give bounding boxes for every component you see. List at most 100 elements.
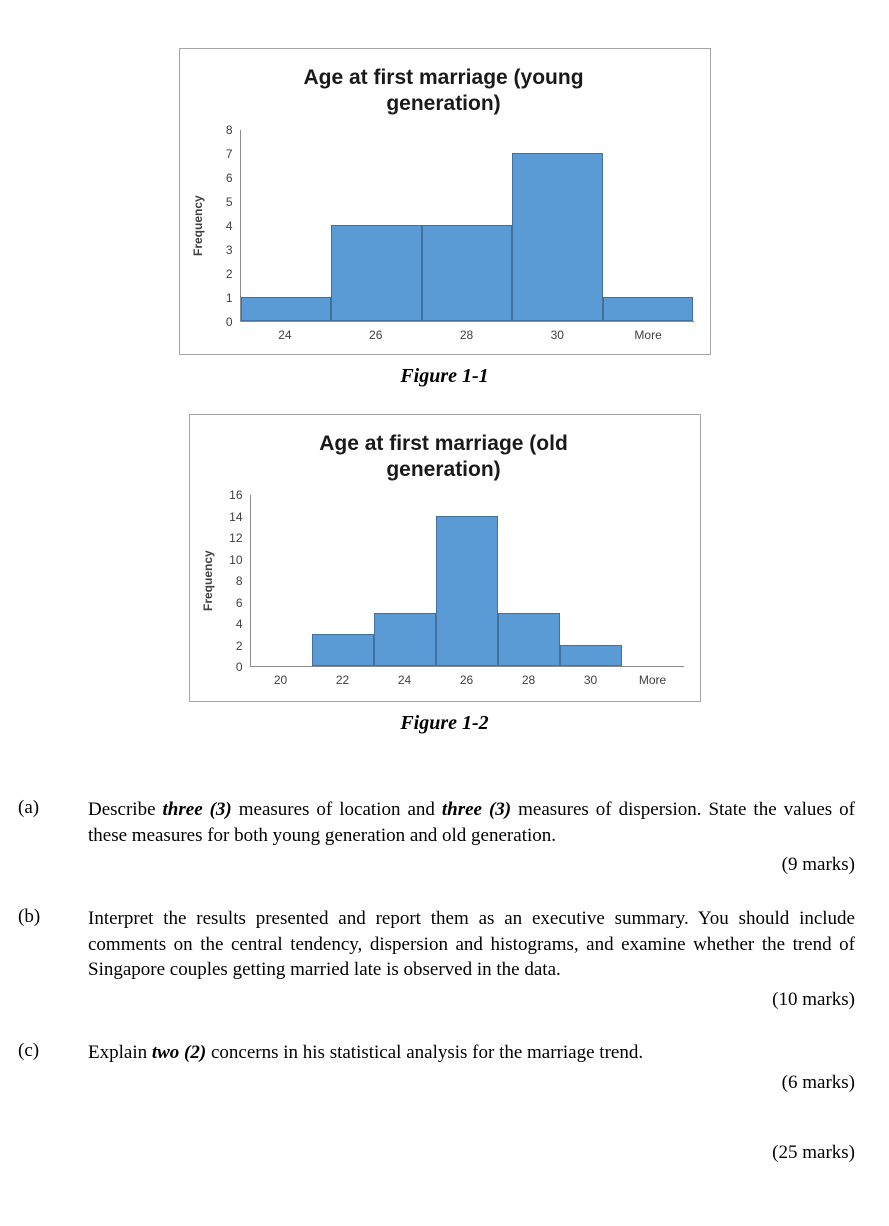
total-marks: (25 marks) <box>772 1141 855 1163</box>
bar-slot <box>421 130 513 321</box>
x-tick-label: 26 <box>459 673 474 687</box>
bar-More <box>602 296 694 321</box>
bar-30 <box>512 153 603 321</box>
text-run: measures of location and <box>231 799 442 820</box>
chart-title-young: Age at first marriage (young generation) <box>188 65 700 118</box>
bar-30 <box>559 644 622 666</box>
question-text: Interpret the results presented and repo… <box>88 906 855 983</box>
chart-frame-old: Age at first marriage (old generation) F… <box>188 413 701 702</box>
bar-slot <box>240 130 332 321</box>
x-tick-label: 22 <box>335 673 350 687</box>
bar-slot <box>331 130 422 321</box>
y-tick-label: 8 <box>235 574 243 588</box>
y-axis-ticks: 8 7 6 5 4 3 2 1 0 <box>208 124 240 328</box>
text-run: Explain <box>88 1042 152 1064</box>
y-tick-label: 0 <box>235 660 243 674</box>
chart-title-line-1: Age at first marriage (old <box>319 431 568 455</box>
plot-area <box>249 495 684 667</box>
y-tick-label: 6 <box>225 170 233 185</box>
bar-28 <box>497 612 560 666</box>
question-c: (c) Explain two (2) concerns in his stat… <box>18 1040 855 1095</box>
y-axis-title: Frequency <box>190 195 205 256</box>
question-b: (b) Interpret the results presented and … <box>18 906 855 1013</box>
question-body: Interpret the results presented and repo… <box>88 906 855 1013</box>
chart-title-old: Age at first marriage (old generation) <box>198 431 690 484</box>
x-tick-label: 26 <box>369 327 383 342</box>
x-tick-label: 28 <box>459 327 474 342</box>
figure-caption-1-2: Figure 1-2 <box>400 712 489 734</box>
y-tick-label: 10 <box>229 552 243 567</box>
question-list: (a) Describe three (3) measures of locat… <box>0 797 889 1096</box>
y-tick-label: 4 <box>225 218 233 233</box>
y-tick-label: 1 <box>225 290 233 305</box>
figure-1-2: Age at first marriage (old generation) F… <box>0 413 889 736</box>
y-tick-label: 16 <box>229 488 243 502</box>
y-tick-label: 12 <box>229 531 243 545</box>
bar-slot <box>622 495 684 666</box>
question-text: Describe three (3) measures of location … <box>88 797 855 848</box>
chart-title-line-2: generation) <box>386 92 501 116</box>
bar-24 <box>240 296 332 321</box>
y-tick-label: 2 <box>235 638 243 653</box>
x-tick-label: 24 <box>397 673 412 687</box>
bar-slot <box>497 495 560 666</box>
question-text: Explain two (2) concerns in his statisti… <box>88 1040 855 1066</box>
document-page: Age at first marriage (young generation)… <box>0 48 889 1163</box>
question-label: (a) <box>18 797 40 818</box>
figure-caption-1-1: Figure 1-1 <box>400 364 489 387</box>
y-tick-label: 8 <box>225 122 233 137</box>
text-run: Describe <box>88 799 163 820</box>
chart-body: Frequency 8 7 6 5 4 3 2 1 0 24 26 28 30 More <box>188 124 700 342</box>
question-marks: (10 marks) <box>772 988 855 1010</box>
bar-slot <box>312 495 375 666</box>
text-run-emphasis: three (3) <box>162 799 232 820</box>
x-tick-label: 30 <box>583 673 598 687</box>
bar-slot <box>436 495 498 666</box>
text-run: Interpret the results presented and repo… <box>88 907 855 981</box>
y-axis-ticks: 16 14 12 10 8 6 4 2 0 <box>218 489 250 673</box>
question-body: Explain two (2) concerns in his statisti… <box>88 1040 855 1095</box>
bar-26 <box>331 225 422 321</box>
x-tick-label: 24 <box>278 327 292 342</box>
question-marks: (9 marks) <box>781 854 855 876</box>
y-tick-label: 7 <box>225 146 233 161</box>
x-axis-labels: 20 22 24 26 28 30 More <box>250 667 684 687</box>
y-tick-label: 4 <box>235 617 243 631</box>
y-tick-label: 0 <box>225 314 233 329</box>
chart-title-line-2: generation) <box>386 457 501 481</box>
bar-slot <box>251 495 313 666</box>
text-run-emphasis: three (3) <box>441 799 512 820</box>
y-tick-label: 5 <box>225 194 233 209</box>
x-tick-label: 20 <box>273 673 288 687</box>
y-tick-label: 6 <box>235 595 243 610</box>
chart-frame-young: Age at first marriage (young generation)… <box>178 48 711 355</box>
question-a: (a) Describe three (3) measures of locat… <box>18 797 855 878</box>
x-tick-label: 28 <box>521 673 536 687</box>
question-label: (c) <box>18 1040 40 1062</box>
x-tick-label: More <box>638 673 667 687</box>
y-tick-label: 2 <box>225 266 233 281</box>
x-tick-label: More <box>634 327 662 342</box>
bar-slot <box>559 495 622 666</box>
y-tick-label: 3 <box>225 242 233 257</box>
chart-body: Frequency 16 14 12 10 8 6 4 2 0 20 22 24 26 28 30 More <box>198 489 690 687</box>
x-tick-label: 30 <box>550 327 564 342</box>
figure-1-1: Age at first marriage (young generation)… <box>0 48 889 388</box>
bar-26 <box>436 516 498 666</box>
y-axis-title: Frequency <box>200 550 215 612</box>
question-label: (b) <box>18 905 41 927</box>
x-axis-labels: 24 26 28 30 More <box>240 322 694 342</box>
text-run: concerns in his statistical analysis for… <box>206 1042 644 1064</box>
plot-area <box>239 129 694 322</box>
bar-slot <box>374 495 437 666</box>
y-tick-label: 14 <box>229 509 243 524</box>
bar-slot <box>602 130 694 321</box>
bar-24 <box>374 612 437 666</box>
question-body: Describe three (3) measures of location … <box>88 797 855 878</box>
question-marks: (6 marks) <box>781 1072 855 1094</box>
bar-slot <box>512 130 603 321</box>
text-run-emphasis: two (2) <box>151 1042 207 1064</box>
text-run: measures of dispersion. State the values… <box>88 799 855 846</box>
chart-title-line-1: Age at first marriage (young <box>303 66 584 89</box>
bar-22 <box>312 633 375 666</box>
